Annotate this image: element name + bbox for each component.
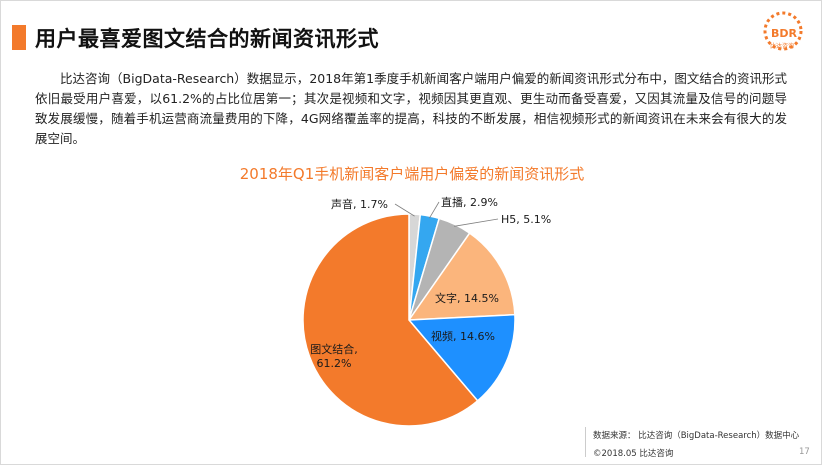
slice-h5-label: H5, 5.1% bbox=[501, 213, 551, 226]
logo-text: BDR bbox=[771, 27, 797, 40]
slice-audio-label: 声音, 1.7% bbox=[331, 197, 388, 211]
page-title: 用户最喜爱图文结合的新闻资讯形式 bbox=[35, 27, 379, 51]
data-source: 数据来源： 比达咨询（BigData-Research）数据中心 bbox=[593, 431, 800, 441]
chart-title: 2018年Q1手机新闻客户端用户偏爱的新闻资讯形式 bbox=[239, 165, 585, 183]
slice-graphic-text-label: 图文结合, 61.2% bbox=[310, 342, 358, 370]
slice-text bbox=[407, 232, 516, 321]
slice-live-label: 直播, 2.9% bbox=[441, 195, 498, 209]
slice-text-label: 文字, 14.5% bbox=[435, 291, 499, 305]
slice-audio-leader-line bbox=[394, 203, 415, 217]
slice-video-label: 视频, 14.6% bbox=[431, 329, 495, 343]
summary-paragraph: 比达咨询（BigData-Research）数据显示，2018年第1季度手机新闻… bbox=[35, 71, 787, 146]
footer-divider bbox=[585, 427, 586, 457]
bdr-logo-icon bbox=[763, 11, 803, 51]
slice-live-leader-line bbox=[429, 201, 440, 219]
title-accent-bar bbox=[12, 25, 26, 50]
page-number: 17 bbox=[799, 447, 810, 457]
logo-subtitle: 比达咨询 bbox=[770, 43, 795, 50]
copyright-date: ©2018.05 比达咨询 bbox=[593, 449, 674, 459]
slice-h5-leader-line bbox=[454, 218, 499, 227]
slice-graphic-text bbox=[302, 213, 479, 427]
slice-video bbox=[407, 313, 516, 402]
